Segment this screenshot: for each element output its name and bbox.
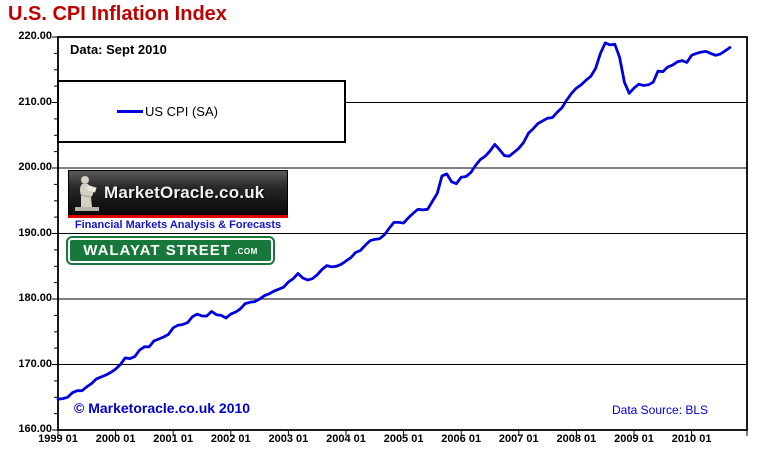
x-axis-tick-label: 2000 01 — [95, 433, 136, 445]
y-axis-tick-label: 180.00 — [18, 292, 52, 304]
x-axis-tick-label: 2002 01 — [210, 433, 251, 445]
data-source-text: Data Source: BLS — [612, 403, 709, 417]
x-axis-tick-label: 2007 01 — [498, 433, 539, 445]
y-axis-tick-label: 210.00 — [18, 95, 52, 108]
walayat-street-text: WALAYAT STREET — [83, 242, 231, 259]
y-axis-tick-label: 160.00 — [18, 423, 52, 435]
x-axis-tick-label: 1999 01 — [38, 433, 78, 445]
x-axis-tick-label: 2010 01 — [671, 433, 712, 445]
legend-box: US CPI (SA) — [57, 80, 346, 143]
market-oracle-logo: MarketOracle.co.uk Financial Markets Ana… — [68, 170, 288, 232]
walayat-com-text: .COM — [234, 247, 258, 256]
y-axis-tick-label: 170.00 — [18, 357, 52, 370]
page-title: U.S. CPI Inflation Index — [8, 3, 227, 25]
data-asof-label: Data: Sept 2010 — [70, 42, 167, 57]
market-oracle-logo-text: MarketOracle.co.uk — [104, 182, 265, 202]
walayat-street-logo: WALAYAT STREET .COM — [68, 238, 273, 263]
y-axis-tick-label: 220.00 — [18, 30, 52, 42]
cpi-line-chart — [52, 36, 748, 436]
x-axis-tick-label: 2001 01 — [153, 433, 194, 445]
y-axis-tick-label: 190.00 — [18, 226, 52, 239]
statue-icon — [75, 176, 99, 211]
legend-line-sample-icon — [117, 110, 143, 113]
legend-label: US CPI (SA) — [145, 104, 218, 119]
x-axis-tick-label: 2008 01 — [556, 433, 597, 445]
x-axis-tick-label: 2009 01 — [614, 433, 654, 445]
x-axis-tick-label: 2005 01 — [383, 433, 424, 445]
y-axis-tick-label: 200.00 — [18, 161, 52, 173]
copyright-text: © Marketoracle.co.uk 2010 — [74, 400, 251, 416]
x-axis-tick-label: 2003 01 — [268, 433, 309, 445]
x-axis-tick-label: 2006 01 — [441, 433, 482, 445]
x-axis-tick-label: 2004 01 — [326, 433, 366, 445]
red-divider — [68, 215, 288, 218]
market-oracle-logo-header: MarketOracle.co.uk — [68, 170, 288, 215]
market-oracle-tagline: Financial Markets Analysis & Forecasts — [68, 218, 288, 232]
